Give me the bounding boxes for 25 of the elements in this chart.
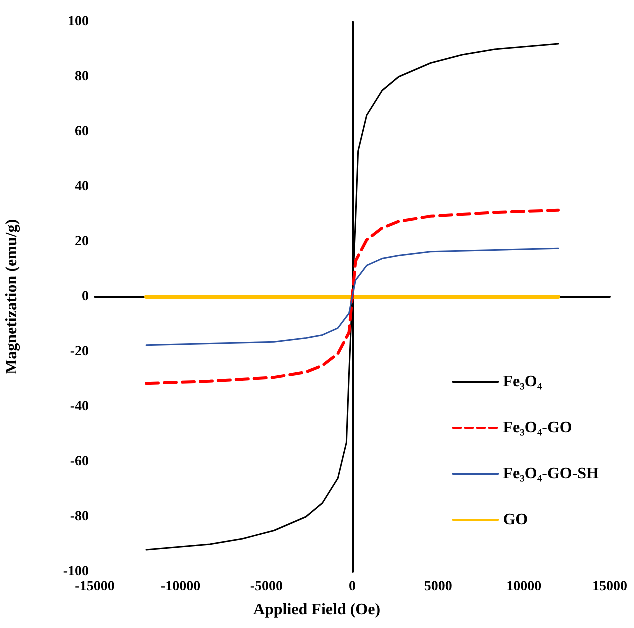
x-tick-label: 10000 [506, 580, 542, 594]
y-tick-label: 40 [75, 180, 89, 194]
y-axis-title: Magnetization (emu/g) [4, 219, 20, 375]
y-tick-label: 20 [75, 234, 89, 250]
legend-label: Fe₃O₄ [503, 374, 542, 390]
y-tick-label: 0 [82, 290, 89, 304]
legend-label: GO [503, 512, 528, 528]
x-axis-title: Applied Field (Oe) [253, 602, 381, 618]
y-tick-label: -20 [70, 344, 89, 360]
x-tick-label: -10000 [160, 580, 201, 594]
x-tick-label: -5000 [250, 580, 284, 594]
y-tick-label: 100 [68, 14, 89, 30]
legend-label: Fe₃O₄-GO [503, 420, 572, 436]
x-tick-label: 0 [349, 580, 356, 594]
y-tick-label: -40 [70, 400, 89, 414]
y-tick-label: -60 [70, 454, 89, 470]
line-series [146, 248, 560, 346]
legend-label: Fe₃O₄-GO-SH [503, 466, 600, 482]
y-tick-label: -100 [63, 564, 89, 580]
x-tick-label: 15000 [592, 580, 628, 594]
y-tick-label: 80 [75, 70, 89, 84]
y-tick-label: -80 [70, 510, 89, 524]
x-tick-label: -15000 [75, 580, 115, 594]
x-tick-label: 5000 [424, 580, 452, 594]
y-tick-label: 60 [75, 124, 89, 140]
